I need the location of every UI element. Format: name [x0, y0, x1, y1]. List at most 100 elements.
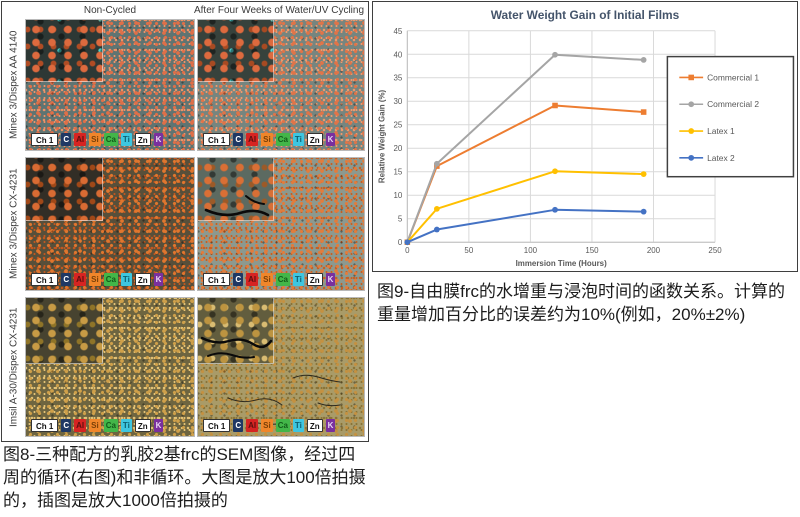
element-chip-ti: Ti [120, 419, 132, 432]
element-chip-ca: Ca [275, 273, 290, 286]
y-tick-label: 35 [394, 74, 403, 83]
sem-inset-1000x [26, 298, 104, 365]
y-tick-label: 45 [394, 27, 403, 36]
element-chip-ch1: Ch 1 [203, 133, 231, 146]
data-point [552, 51, 558, 58]
data-point [552, 168, 558, 175]
chart-title: Water Weight Gain of Initial Films [491, 8, 680, 22]
element-chip-c: C [233, 419, 244, 432]
sem-panel-r3l: Ch 1 C Al Si Ca Ti Zn K [25, 297, 195, 437]
sem-row-label: Minex 3/Dispex CX-4231 [8, 168, 20, 280]
element-chip-zn: Zn [134, 133, 151, 146]
legend-marker [688, 154, 695, 161]
legend-marker [688, 101, 695, 108]
element-chip-ti: Ti [292, 419, 304, 432]
element-chip-k: K [325, 273, 336, 286]
data-point [640, 208, 647, 215]
data-point [433, 205, 440, 212]
legend-label: Latex 2 [707, 153, 735, 163]
data-point [404, 239, 411, 246]
element-chip-si: Si [261, 273, 273, 286]
legend-label: Commercial 2 [707, 99, 759, 109]
y-axis-title: Relative Weight Gain (%) [377, 89, 386, 183]
figure8-caption: 图8-三种配方的乳胶2基frc的SEM图像，经过四周的循环(右图)和非循环。大图… [3, 445, 366, 510]
legend-marker [688, 128, 695, 134]
element-chip-ca: Ca [103, 133, 118, 146]
y-tick-label: 25 [394, 121, 403, 130]
element-chip-k: K [153, 419, 164, 432]
element-chip-al: Al [74, 133, 87, 146]
element-chip-ca: Ca [103, 419, 118, 432]
element-chip-ca: Ca [275, 419, 290, 432]
eds-element-chips: Ch 1 C Al Si Ca Ti Zn K [31, 273, 164, 286]
sem-row-label: Minex 3/Dispex AA 4140 [8, 30, 20, 140]
element-chip-si: Si [261, 419, 273, 432]
figure9-caption: 图9-自由膜frc的水增重与浸泡时间的函数关系。计算的重量增加百分比的误差约为1… [377, 282, 785, 324]
y-tick-label: 20 [394, 144, 403, 153]
element-chip-k: K [153, 273, 164, 286]
x-tick-label: 50 [464, 246, 473, 255]
sem-panel-r1r: Ch 1 C Al Si Ca Ti Zn K [197, 19, 365, 151]
element-chip-zn: Zn [306, 419, 323, 432]
element-chip-al: Al [246, 133, 259, 146]
sem-row-label: Imsil A-30/Dispex CX-4231 [8, 307, 20, 427]
element-chip-zn: Zn [306, 273, 323, 286]
column-header-cycled: After Four Weeks of Water/UV Cycling [193, 5, 365, 16]
data-point [640, 109, 647, 115]
element-chip-al: Al [74, 419, 87, 432]
data-point [433, 226, 440, 233]
element-chip-zn: Zn [306, 133, 323, 146]
data-point [552, 206, 558, 213]
element-chip-k: K [325, 419, 336, 432]
element-chip-c: C [61, 419, 72, 432]
x-axis-title: Immersion Time (Hours) [516, 259, 608, 268]
element-chip-ti: Ti [292, 273, 304, 286]
sem-panel-r2l: Ch 1 C Al Si Ca Ti Zn K [25, 157, 195, 291]
figure9-chart-box: 0 5 10 15 20 25 30 35 40 45 0 50 100 150 200 250 Relativ… [372, 1, 798, 272]
crack-lines [200, 336, 341, 425]
data-point [640, 57, 647, 63]
element-chip-ti: Ti [292, 133, 304, 146]
x-tick-label: 0 [405, 246, 410, 255]
x-tick-label: 100 [524, 246, 538, 255]
y-tick-label: 5 [398, 215, 403, 224]
data-point [640, 171, 647, 177]
element-chip-ti: Ti [120, 273, 132, 286]
sem-inset-1000x [198, 298, 275, 365]
series-line-commercial-2 [406, 53, 644, 243]
element-chip-al: Al [74, 273, 87, 286]
sem-inset-1000x [26, 158, 104, 222]
column-header-non-cycled: Non-Cycled [83, 5, 137, 16]
element-chip-zn: Zn [134, 419, 151, 432]
y-tick-label: 30 [394, 97, 403, 106]
sem-panel-r3r: Ch 1 C Al Si Ca Ti Zn K [197, 297, 365, 437]
legend-marker [688, 74, 694, 81]
sem-inset-1000x [198, 20, 275, 83]
x-tick-label: 250 [708, 246, 722, 255]
y-tick-label: 10 [394, 191, 403, 200]
crack-lines [204, 195, 270, 217]
eds-element-chips: Ch 1 C Al Si Ca Ti Zn K [203, 133, 336, 146]
element-chip-al: Al [246, 273, 259, 286]
sem-panel-r1l: Ch 1 C Al Si Ca Ti Zn K [25, 19, 195, 151]
element-chip-c: C [233, 133, 244, 146]
eds-element-chips: Ch 1 C Al Si Ca Ti Zn K [31, 133, 164, 146]
element-chip-si: Si [89, 419, 101, 432]
element-chip-c: C [61, 133, 72, 146]
legend-label: Commercial 1 [707, 72, 759, 82]
x-tick-label: 150 [585, 246, 599, 255]
element-chip-k: K [325, 133, 336, 146]
x-tick-label: 200 [647, 246, 661, 255]
element-chip-c: C [61, 273, 72, 286]
element-chip-k: K [153, 133, 164, 146]
element-chip-si: Si [89, 273, 101, 286]
sem-inset-1000x [198, 158, 275, 222]
element-chip-al: Al [246, 419, 259, 432]
y-tick-label: 0 [398, 238, 403, 247]
series-line-latex-1 [406, 170, 644, 243]
element-chip-si: Si [89, 133, 101, 146]
y-tick-label: 15 [394, 168, 403, 177]
eds-element-chips: Ch 1 C Al Si Ca Ti Zn K [203, 419, 336, 432]
data-point [433, 160, 440, 167]
element-chip-ch1: Ch 1 [31, 133, 59, 146]
